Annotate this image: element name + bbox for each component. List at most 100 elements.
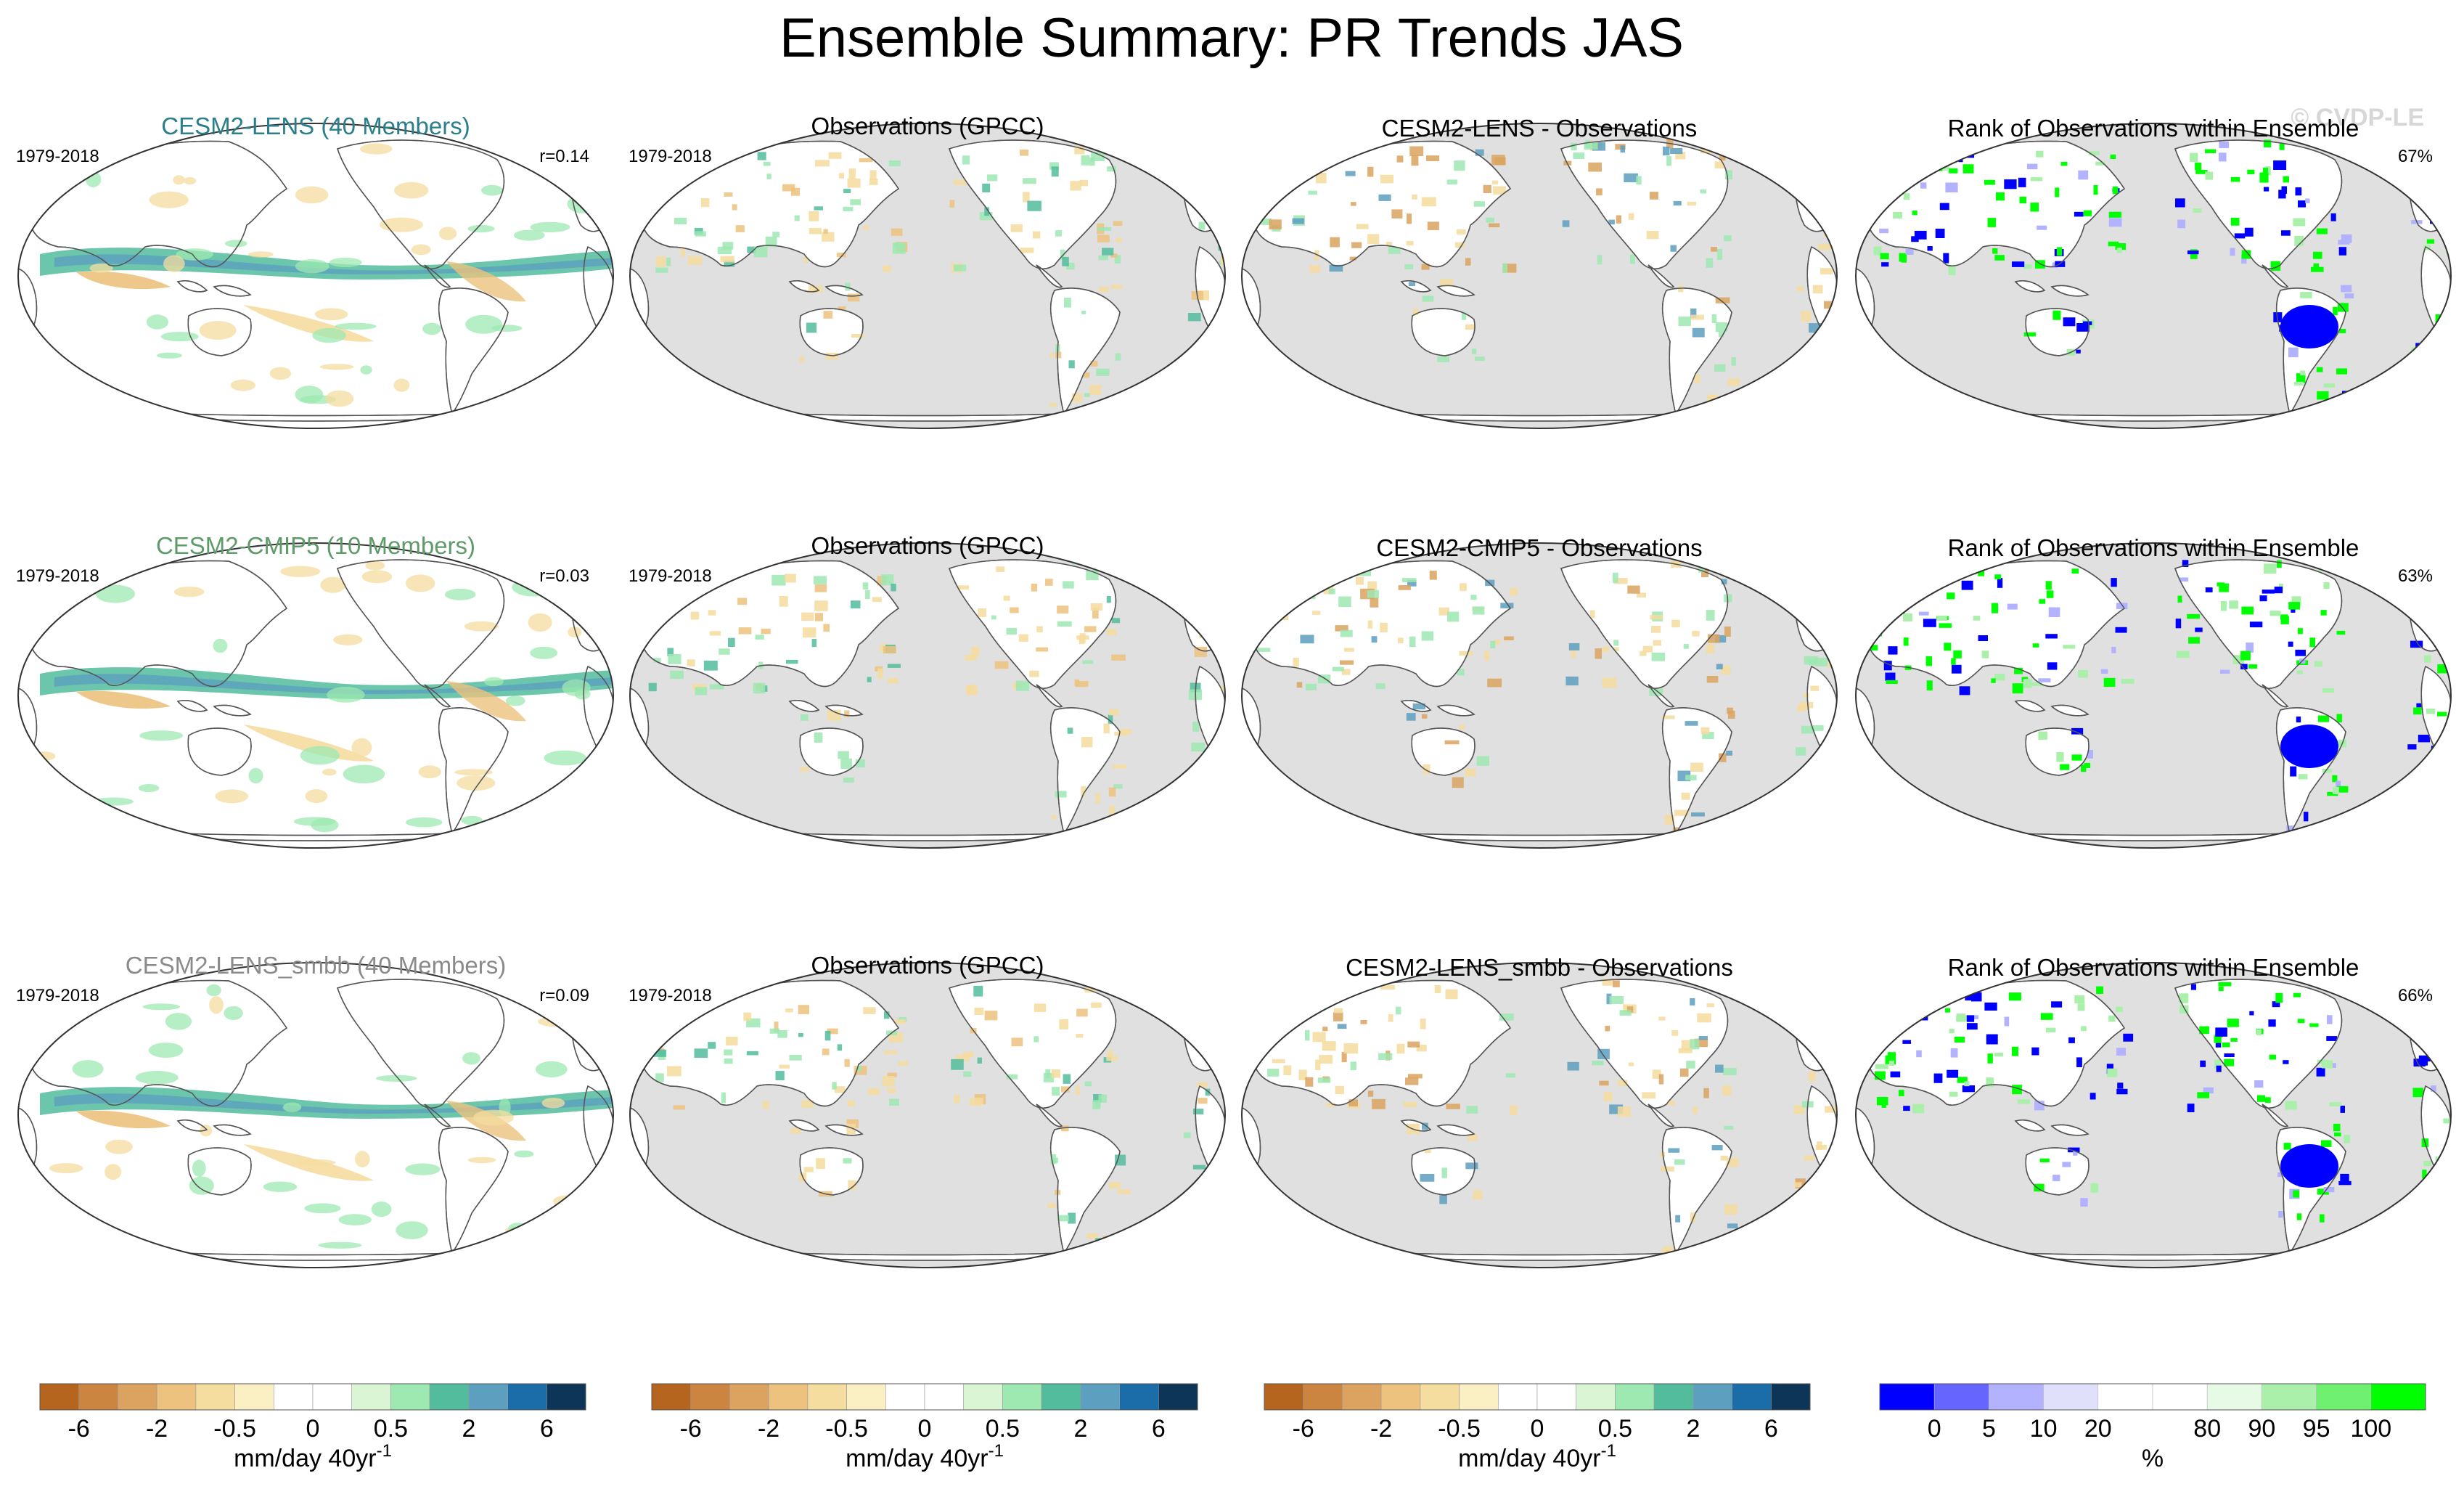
- rank-pixel: [1925, 656, 1932, 666]
- rank-pixel: [2219, 142, 2230, 149]
- rank-pixel: [2082, 321, 2092, 325]
- rank-pixel: [1924, 1002, 1936, 1007]
- trend-pixel: [1207, 619, 1217, 630]
- trend-pixel: [863, 225, 869, 230]
- rank-pixel: [2407, 744, 2417, 750]
- land-trend-pattern: [1258, 979, 1837, 1257]
- rank-pixel: [2313, 263, 2320, 270]
- trend-pixel: [1334, 1008, 1343, 1013]
- trend-blob: [224, 1006, 243, 1021]
- map-border: [1855, 962, 2452, 1268]
- colorbar-swatch: [2152, 1383, 2208, 1411]
- rank-pixel: [2187, 1104, 2195, 1112]
- trend-pixel: [1006, 1074, 1018, 1080]
- trend-pixel: [887, 1072, 897, 1077]
- rank-pixel: [2111, 578, 2117, 587]
- rank-pixel: [2218, 982, 2232, 987]
- colorbar-swatch: [351, 1383, 391, 1411]
- trend-pixel: [1683, 644, 1689, 649]
- trend-pixel: [828, 152, 842, 159]
- trend-pixel: [1301, 159, 1310, 166]
- rank-pixel: [1931, 569, 1941, 574]
- panel-title-rank: Rank of Observations within Ensemble: [1948, 534, 2359, 561]
- trend-pixel: [1465, 768, 1475, 777]
- trend-pixel: [1421, 197, 1436, 207]
- trend-pixel: [1367, 234, 1380, 245]
- rank-pixel: [1952, 664, 1962, 674]
- trend-pixel: [757, 152, 766, 160]
- trend-pixel: [1036, 647, 1048, 652]
- rank-pixel: [2220, 669, 2230, 674]
- trend-pixel: [1407, 580, 1417, 587]
- rank-pixel: [2411, 347, 2422, 356]
- rank-pixel: [2322, 769, 2332, 773]
- trend-pixel: [814, 613, 823, 621]
- trend-pixel: [673, 1105, 685, 1110]
- map-body: [630, 543, 1225, 848]
- trend-pixel: [1055, 791, 1067, 798]
- trend-pixel: [1396, 1043, 1405, 1054]
- trend-pixel: [1081, 786, 1086, 796]
- trend-pixel: [1267, 1069, 1280, 1077]
- rank-pixel: [1879, 228, 1888, 234]
- panel-grid: CESM2-LENS (40 Members) 1979-2018 r=0.14 Ob…: [16, 113, 2452, 1268]
- trend-blob: [360, 143, 393, 155]
- rank-pixel: [1959, 686, 1970, 696]
- trend-pixel: [1642, 1092, 1655, 1099]
- trend-blob: [473, 1109, 514, 1126]
- trend-pixel: [808, 285, 823, 293]
- rank-pixel: [2326, 1036, 2338, 1041]
- trend-pixel: [816, 1158, 825, 1170]
- trend-pixel: [1487, 678, 1502, 688]
- rank-pixel: [2273, 160, 2287, 170]
- map-border: [629, 123, 1226, 429]
- trend-pixel: [1068, 1212, 1076, 1224]
- rank-pixel: [2416, 703, 2422, 708]
- rank-pixel: [2216, 1065, 2222, 1072]
- trend-pixel: [1099, 286, 1109, 293]
- trend-pixel: [690, 611, 700, 620]
- trend-pixel: [1411, 155, 1419, 166]
- trend-pixel: [695, 687, 708, 696]
- trend-pixel: [848, 168, 856, 179]
- trend-blob: [319, 364, 354, 370]
- trend-pixel: [1409, 146, 1424, 156]
- trend-pixel: [1272, 1058, 1285, 1064]
- rank-pixel: [2413, 707, 2422, 715]
- map-border: [17, 542, 614, 849]
- trend-pixel: [996, 566, 1005, 572]
- colorbar-swatch: [118, 1383, 157, 1411]
- rank-pixel: [2294, 381, 2304, 386]
- panel-period: 1979-2018: [629, 986, 712, 1006]
- trend-pixel: [1333, 1012, 1343, 1021]
- rank-pixel: [2187, 250, 2199, 255]
- rank-pixel: [1962, 1085, 1975, 1093]
- trend-pixel: [1284, 1007, 1296, 1011]
- rank-pixel: [1966, 1015, 1975, 1022]
- trend-pixel: [838, 306, 846, 311]
- trend-pixel: [1391, 209, 1403, 219]
- trend-pixel: [1220, 640, 1225, 645]
- trend-pixel: [1066, 262, 1075, 270]
- rank-pixel: [2205, 171, 2214, 180]
- rank-pixel: [2278, 189, 2286, 199]
- trend-pixel: [843, 1158, 852, 1164]
- trend-pixel: [1111, 654, 1126, 661]
- trend-pixel: [775, 1071, 785, 1080]
- colorbar-swatch: [2097, 1383, 2153, 1411]
- colorbar-unit-exponent: -1: [377, 1441, 392, 1461]
- trend-pixel: [1367, 1090, 1374, 1097]
- rank-pixel: [2448, 767, 2451, 777]
- trend-pixel: [1640, 650, 1647, 656]
- rank-pixel: [2195, 162, 2202, 171]
- trend-pixel: [883, 645, 896, 654]
- trend-pixel: [1686, 1061, 1695, 1069]
- rank-pixel: [2073, 1151, 2078, 1156]
- rank-pixel: [2081, 1026, 2087, 1032]
- rank-pixel: [2257, 1095, 2265, 1102]
- trend-pixel: [737, 597, 748, 605]
- trend-blob: [293, 817, 336, 826]
- trend-pixel: [955, 1054, 970, 1062]
- trend-pixel: [1701, 568, 1709, 577]
- colorbar-swatch: [1002, 1383, 1042, 1411]
